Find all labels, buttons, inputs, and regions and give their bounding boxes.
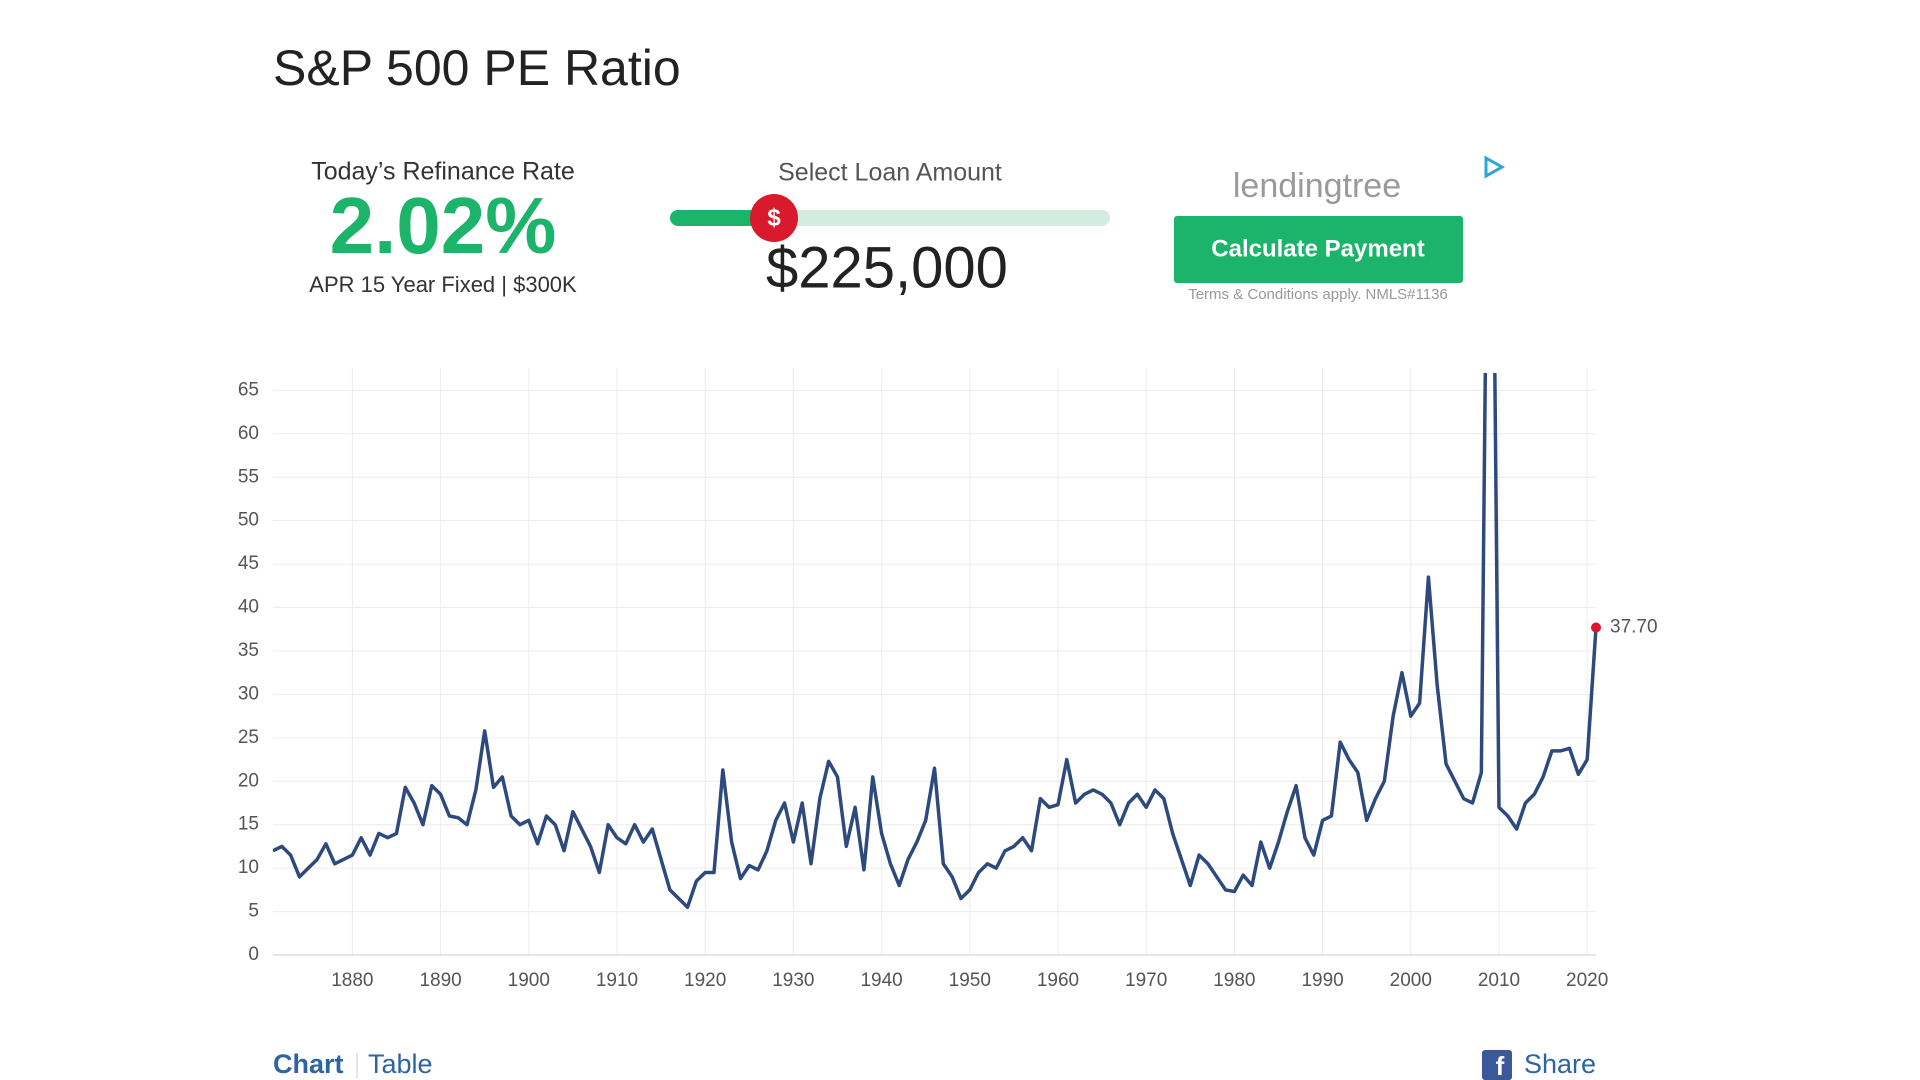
calc-button[interactable]	[1174, 216, 1463, 283]
y-tick-label: 10	[238, 857, 259, 878]
rate: 2.02%	[330, 181, 557, 270]
page-title: S&P 500 PE Ratio	[273, 40, 681, 96]
rate-title: Today’s Refinance Rate	[311, 158, 575, 186]
facebook-icon[interactable]	[1482, 1050, 1512, 1080]
chart-tab[interactable]: Chart	[273, 1049, 344, 1079]
chart: 0 5 10 15 20 25 30 35 40 45 50 55 60 65 1880 1890 1900 19…	[238, 368, 1658, 991]
brand: lendingtree	[1233, 167, 1401, 205]
x-tick-label: 1930	[772, 970, 814, 991]
x-tick-label: 1950	[949, 970, 991, 991]
y-tick-label: 0	[248, 944, 259, 965]
loan-title: Select Loan Amount	[778, 159, 1002, 187]
rate-note: APR 15 Year Fixed | $300K	[309, 272, 577, 297]
x-tick-label: 1980	[1213, 970, 1255, 991]
terms: Terms & Conditions apply. NMLS#1136	[1188, 286, 1448, 303]
end-point	[1591, 622, 1601, 633]
y-tick-label: 40	[238, 597, 259, 618]
y-tick-label: 15	[238, 814, 259, 835]
slider-fill	[670, 210, 774, 226]
y-tick-label: 25	[238, 727, 259, 748]
y-tick-label: 20	[238, 770, 259, 791]
y-tick-label: 5	[248, 901, 259, 922]
y-tick-label: 50	[238, 510, 259, 531]
x-tick-label: 1900	[508, 970, 550, 991]
table-tab[interactable]: Table	[368, 1049, 433, 1079]
y-tick-label: 35	[238, 640, 259, 661]
slider-knob[interactable]	[750, 194, 798, 242]
y-tick-label: 30	[238, 683, 259, 704]
data-line	[273, 373, 1598, 909]
x-tick-label: 1880	[331, 970, 373, 991]
y-tick-label: 45	[238, 553, 259, 574]
x-tick-label: 1920	[684, 970, 726, 991]
y-tick-label: 55	[238, 466, 259, 487]
x-tick-label: 2010	[1478, 970, 1520, 991]
x-tick-label: 1960	[1037, 970, 1079, 991]
x-tick-label: 1970	[1125, 970, 1167, 991]
share[interactable]: Share	[1524, 1049, 1596, 1079]
x-tick-label: 1940	[860, 970, 902, 991]
end-label: 37.70	[1610, 617, 1658, 638]
x-tick-label: 2000	[1390, 970, 1432, 991]
ad-icon[interactable]	[1484, 155, 1506, 179]
x-tick-label: 2020	[1566, 970, 1608, 991]
button-label: Calculate Payment	[1211, 235, 1424, 262]
x-tick-label: 1890	[419, 970, 461, 991]
knob-label: $	[767, 204, 781, 231]
facebook-f: f	[1496, 1051, 1505, 1080]
x-tick-label: 1910	[596, 970, 638, 991]
y-tick-label: 65	[238, 379, 259, 400]
loan-amount: $225,000	[766, 235, 1008, 300]
y-tick-label: 60	[238, 423, 259, 444]
x-tick-label: 1990	[1301, 970, 1343, 991]
